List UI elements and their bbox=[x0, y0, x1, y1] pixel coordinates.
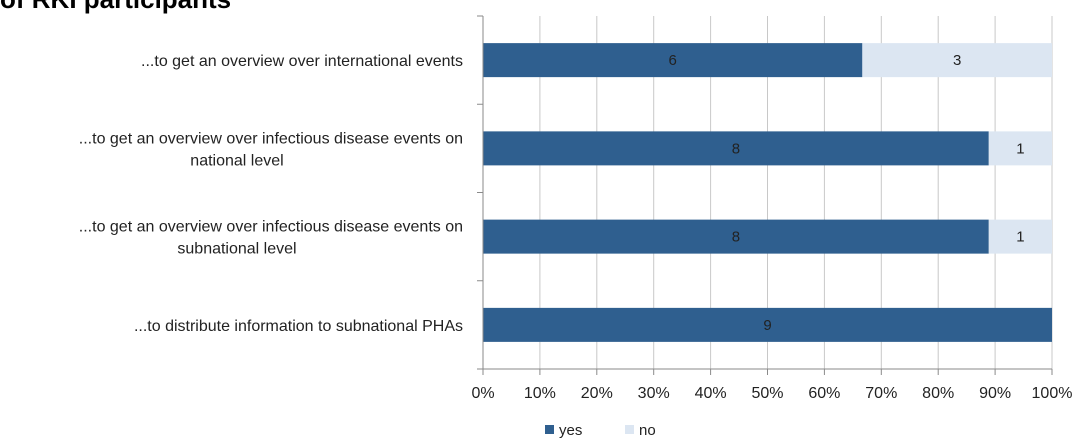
x-tick-label: 0% bbox=[471, 385, 494, 402]
bar-segment-no bbox=[988, 131, 1052, 166]
bar-segment-yes bbox=[483, 219, 989, 254]
x-tick-label: 10% bbox=[524, 385, 556, 402]
axes bbox=[477, 15, 1053, 375]
bar-segment-yes bbox=[483, 43, 863, 78]
legend-swatch-yes bbox=[545, 425, 554, 434]
data-label: 1 bbox=[1016, 140, 1024, 157]
legend-label-no: no bbox=[639, 422, 656, 439]
x-tick-label: 80% bbox=[922, 385, 954, 402]
x-tick-label: 60% bbox=[808, 385, 840, 402]
bar-segment-no bbox=[988, 219, 1052, 254]
data-label: 1 bbox=[1016, 229, 1024, 246]
data-label: 8 bbox=[732, 229, 740, 246]
category-label: ...to distribute information to subnatio… bbox=[134, 318, 463, 335]
x-tick-label: 40% bbox=[695, 385, 727, 402]
bars bbox=[483, 43, 1052, 342]
x-tick-labels: 0% 10% 20% 30% 40% 50% 60% 70% 80% 90% 100% bbox=[471, 385, 1072, 402]
category-label: ...to get an overview over infectious di… bbox=[79, 219, 463, 236]
x-tick-label: 70% bbox=[865, 385, 897, 402]
category-label: subnational level bbox=[177, 241, 296, 258]
category-label: ...to get an overview over international… bbox=[141, 53, 463, 70]
x-tick-label: 30% bbox=[638, 385, 670, 402]
legend-label-yes: yes bbox=[559, 422, 582, 439]
bar-segment-yes bbox=[483, 131, 989, 166]
category-label: ...to get an overview over infectious di… bbox=[79, 130, 463, 147]
chart-title: of RKI participants bbox=[0, 0, 231, 15]
data-label: 9 bbox=[763, 317, 771, 334]
x-tick-label: 90% bbox=[979, 385, 1011, 402]
data-label: 6 bbox=[668, 52, 676, 69]
data-label: 8 bbox=[732, 140, 740, 157]
data-labels: 6 3 8 1 8 1 9 bbox=[668, 52, 1024, 334]
x-tick-label: 20% bbox=[581, 385, 613, 402]
category-label: national level bbox=[190, 152, 283, 169]
x-tick-label: 100% bbox=[1032, 385, 1073, 402]
category-labels: ...to get an overview over international… bbox=[79, 53, 463, 335]
legend: yes no bbox=[545, 422, 656, 439]
bar-segment-yes bbox=[483, 307, 1052, 342]
x-tick-label: 50% bbox=[751, 385, 783, 402]
legend-swatch-no bbox=[625, 425, 634, 434]
data-label: 3 bbox=[953, 52, 961, 69]
bar-segment-no bbox=[862, 43, 1052, 78]
